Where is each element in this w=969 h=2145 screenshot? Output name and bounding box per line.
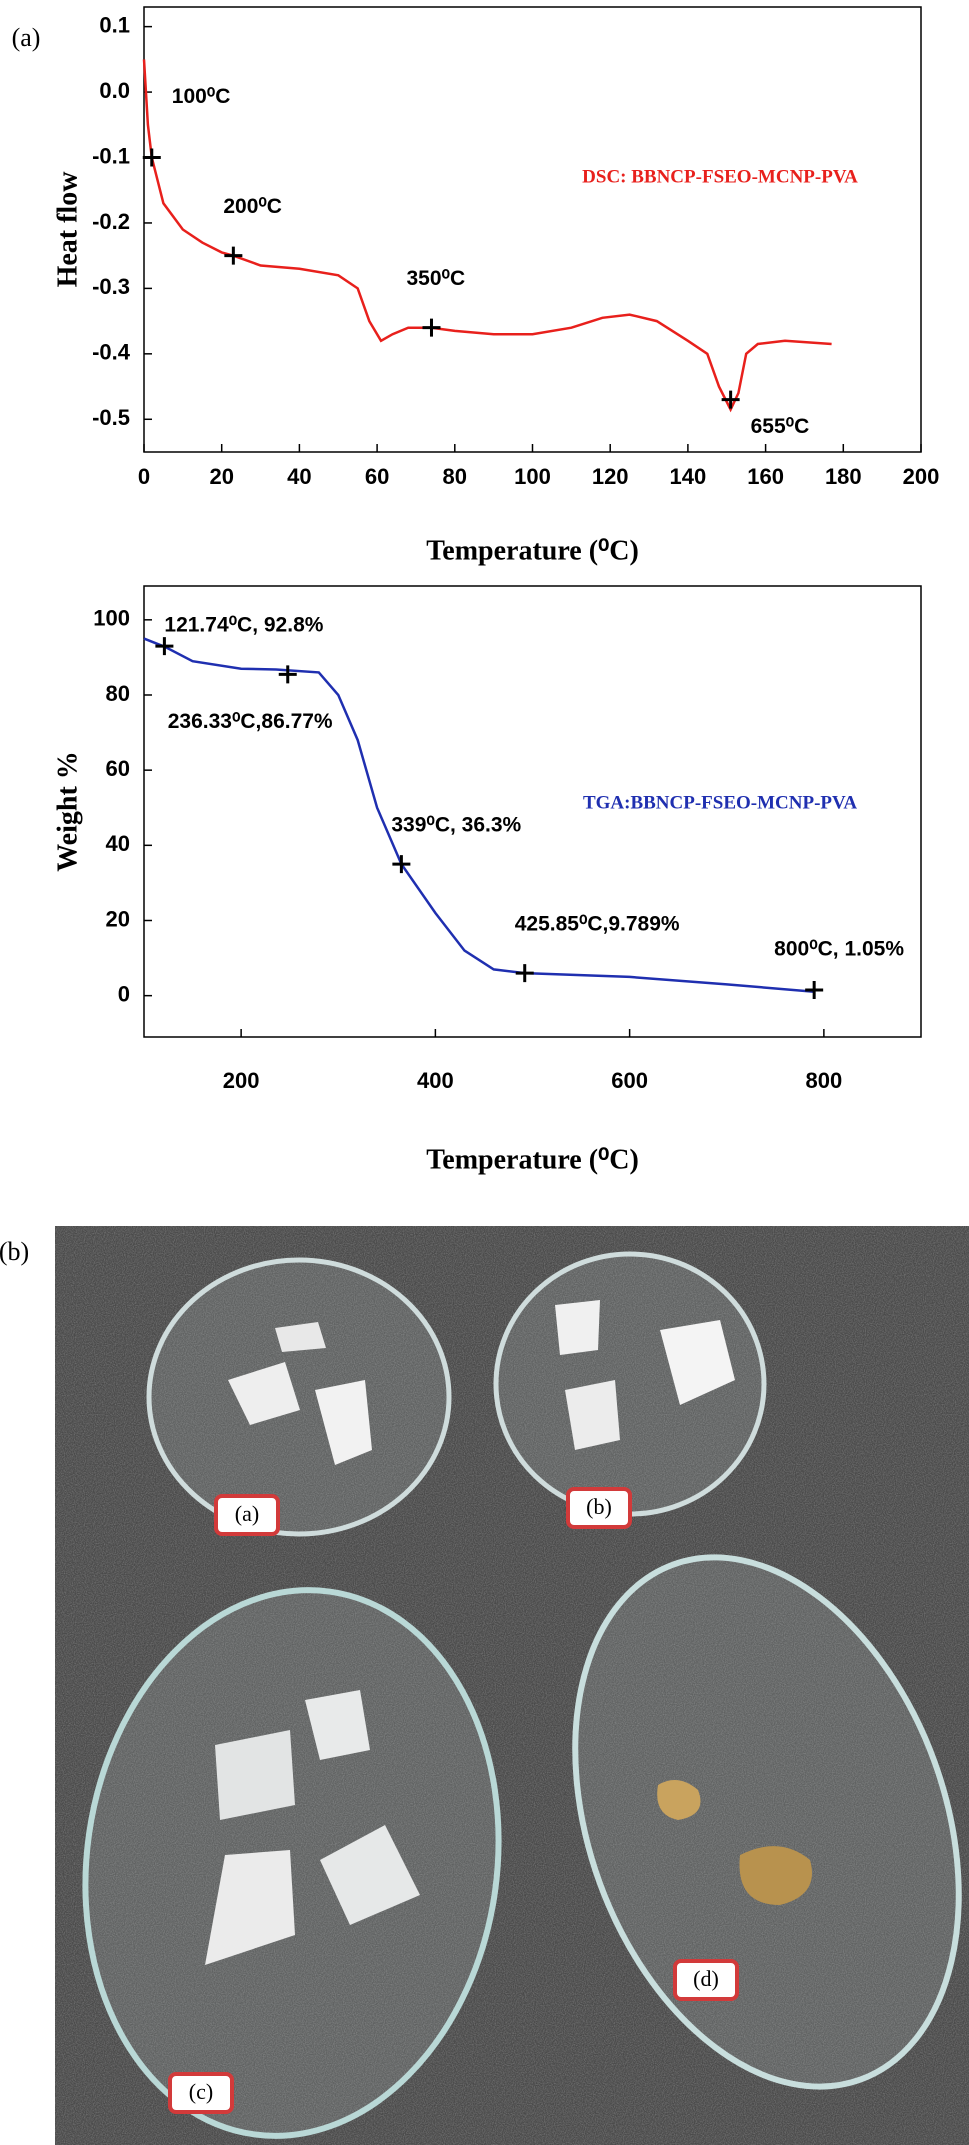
x-tick-label: 140 bbox=[670, 464, 707, 489]
plot-frame bbox=[143, 585, 922, 1038]
point-marker bbox=[155, 637, 174, 656]
data-line bbox=[142, 59, 832, 413]
dish-label: (a) bbox=[235, 1501, 259, 1526]
y-tick-label: -0.4 bbox=[92, 340, 131, 365]
y-tick-label: 40 bbox=[106, 831, 130, 856]
y-axis-title: Weight % bbox=[52, 751, 83, 872]
x-tick-label: 0 bbox=[138, 464, 150, 489]
point-label: 350⁰C bbox=[406, 267, 465, 290]
point-label: 800⁰C, 1.05% bbox=[774, 938, 904, 961]
x-tick-label: 600 bbox=[611, 1068, 648, 1093]
x-tick-label: 200 bbox=[223, 1068, 260, 1093]
y-tick-label: 80 bbox=[106, 681, 130, 706]
y-axis-title: Heat flow bbox=[52, 171, 83, 288]
x-tick-label: 160 bbox=[747, 464, 784, 489]
point-marker bbox=[721, 390, 740, 409]
point-label: 655⁰C bbox=[751, 415, 810, 438]
x-tick-label: 180 bbox=[825, 464, 862, 489]
point-label: 339⁰C, 36.3% bbox=[391, 814, 521, 837]
data-line bbox=[143, 637, 815, 993]
x-tick-label: 100 bbox=[514, 464, 551, 489]
y-tick-label: 60 bbox=[106, 756, 130, 781]
point-label: 100⁰C bbox=[172, 85, 231, 108]
y-tick-label: 100 bbox=[93, 606, 130, 631]
panel-label: (a) bbox=[12, 23, 41, 52]
point-marker bbox=[224, 246, 243, 265]
x-tick-label: 800 bbox=[806, 1068, 843, 1093]
x-tick-label: 200 bbox=[903, 464, 940, 489]
point-marker bbox=[142, 148, 161, 167]
legend-label: TGA:BBNCP-FSEO-MCNP-PVA bbox=[583, 792, 857, 813]
x-tick-label: 120 bbox=[592, 464, 629, 489]
y-tick-label: -0.5 bbox=[92, 405, 130, 430]
point-label: 236.33⁰C,86.77% bbox=[168, 710, 333, 733]
point-marker bbox=[422, 318, 441, 337]
x-tick-label: 20 bbox=[209, 464, 233, 489]
dish-label: (c) bbox=[189, 2079, 213, 2104]
x-axis-title: Temperature (⁰C) bbox=[426, 535, 639, 566]
y-tick-label: -0.3 bbox=[92, 274, 130, 299]
x-tick-label: 400 bbox=[417, 1068, 454, 1093]
point-label: 425.85⁰C,9.789% bbox=[515, 913, 680, 936]
photo: (a) (b) (c) (d) bbox=[55, 1226, 969, 2145]
y-tick-label: 0.0 bbox=[99, 78, 130, 103]
y-tick-label: -0.2 bbox=[92, 209, 130, 234]
x-tick-label: 60 bbox=[365, 464, 389, 489]
point-marker bbox=[278, 665, 297, 684]
point-label: 200⁰C bbox=[223, 195, 282, 218]
y-tick-label: 0 bbox=[118, 981, 130, 1006]
x-tick-label: 80 bbox=[443, 464, 467, 489]
dish-label: (b) bbox=[586, 1494, 612, 1519]
point-marker bbox=[392, 855, 411, 874]
legend-label: DSC: BBNCP-FSEO-MCNP-PVA bbox=[582, 166, 858, 187]
plot-frame bbox=[143, 6, 922, 453]
y-tick-label: 20 bbox=[106, 906, 130, 931]
point-marker bbox=[515, 964, 534, 983]
y-tick-label: -0.1 bbox=[92, 143, 130, 168]
point-label: 121.74⁰C, 92.8% bbox=[164, 614, 323, 637]
y-tick-label: 0.1 bbox=[99, 12, 130, 37]
dish-label: (d) bbox=[693, 1966, 719, 1991]
x-tick-label: 40 bbox=[287, 464, 311, 489]
x-axis-title: Temperature (⁰C) bbox=[426, 1144, 639, 1175]
panel-label: (b) bbox=[0, 1237, 29, 1266]
point-marker bbox=[805, 981, 824, 1000]
